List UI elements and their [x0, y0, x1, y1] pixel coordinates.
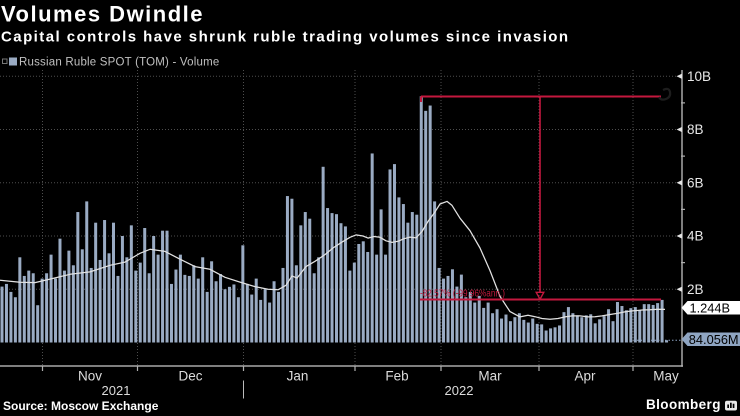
svg-text:Russian Ruble SPOT (TOM) - Vol: Russian Ruble SPOT (TOM) - Volume	[19, 57, 219, 69]
svg-text:84.056M: 84.056M	[689, 332, 739, 347]
svg-text:Feb: Feb	[385, 369, 408, 384]
svg-text:Volumes Dwindle: Volumes Dwindle	[1, 2, 204, 27]
svg-text:Mar: Mar	[478, 369, 502, 384]
svg-text:10B: 10B	[687, 69, 711, 84]
svg-text:6B: 6B	[687, 175, 704, 190]
svg-text:May: May	[653, 369, 679, 384]
svg-text:2B: 2B	[687, 282, 704, 297]
svg-text:4B: 4B	[687, 229, 704, 244]
svg-text:Bloomberg: Bloomberg	[646, 397, 721, 412]
svg-text:-82.57% (-99.96%ann.): -82.57% (-99.96%ann.)	[420, 288, 505, 300]
svg-text:Source: Moscow Exchange: Source: Moscow Exchange	[3, 399, 159, 413]
svg-text:2022: 2022	[445, 383, 474, 398]
svg-text:Apr: Apr	[574, 369, 596, 384]
svg-text:Jan: Jan	[287, 369, 309, 384]
svg-text:8B: 8B	[687, 122, 704, 137]
svg-text:Dec: Dec	[178, 369, 202, 384]
svg-text:Capital controls have shrunk r: Capital controls have shrunk ruble tradi…	[1, 29, 570, 46]
svg-text:Nov: Nov	[78, 369, 102, 384]
svg-text:2021: 2021	[102, 383, 131, 398]
svg-text:1.244B: 1.244B	[690, 300, 731, 315]
